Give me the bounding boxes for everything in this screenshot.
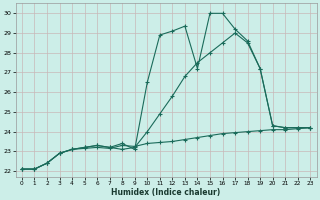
X-axis label: Humidex (Indice chaleur): Humidex (Indice chaleur) — [111, 188, 221, 197]
